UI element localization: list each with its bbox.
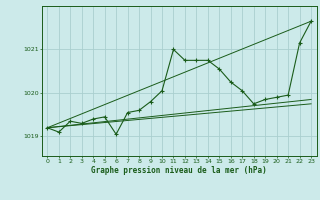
X-axis label: Graphe pression niveau de la mer (hPa): Graphe pression niveau de la mer (hPa) — [91, 166, 267, 175]
